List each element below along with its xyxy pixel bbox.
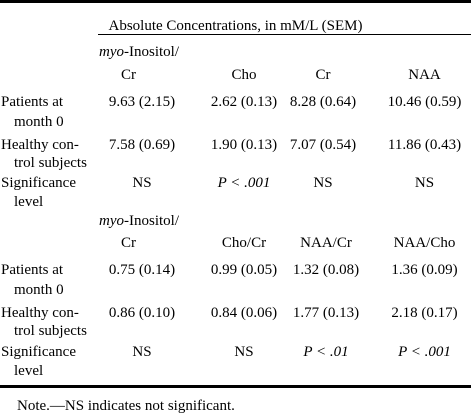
row-label-line1: Significance — [1, 344, 76, 360]
cell: NS — [414, 175, 435, 191]
header-cr-line2-2: Cr — [121, 235, 136, 251]
cell: NS — [313, 175, 333, 191]
row-label-line1: Healthy con- — [1, 137, 79, 153]
header-naa-cr: NAA/Cr — [300, 235, 352, 251]
cell: 8.28 (0.64) — [289, 94, 357, 110]
header-cr-line2: Cr — [121, 67, 136, 83]
header-myo-inositol-cr-2: myo-Inositol/ — [99, 213, 179, 229]
header-cr: Cr — [315, 67, 331, 83]
cell: 7.58 (0.69) — [108, 137, 176, 153]
row-label-line2: month 0 — [14, 114, 64, 130]
cell: P < .001 — [398, 344, 451, 360]
table-note: Note.—NS indicates not significant. — [17, 398, 235, 414]
header-cho-cr: Cho/Cr — [221, 235, 267, 251]
row-label-line2: level — [14, 194, 44, 210]
cell: P < .01 — [303, 344, 349, 360]
cell: 2.62 (0.13) — [210, 94, 278, 110]
cell: NS — [132, 344, 152, 360]
header-naa-cho: NAA/Cho — [393, 235, 456, 251]
table-top-rule — [0, 0, 471, 3]
cell: 0.99 (0.05) — [210, 262, 278, 278]
row-label-line2: month 0 — [14, 282, 64, 298]
row-label-line1: Significance — [1, 175, 76, 191]
cell: 11.86 (0.43) — [387, 137, 462, 153]
cell: 1.32 (0.08) — [292, 262, 360, 278]
cell: 0.75 (0.14) — [108, 262, 176, 278]
cell: 0.86 (0.10) — [108, 305, 176, 321]
cell: 9.63 (2.15) — [108, 94, 176, 110]
row-label-line1: Patients at — [1, 262, 64, 278]
caption-underline — [98, 34, 471, 35]
row-label-line2: level — [14, 363, 44, 379]
cell: 7.07 (0.54) — [289, 137, 357, 153]
cell: 1.36 (0.09) — [391, 262, 458, 278]
cell: 2.18 (0.17) — [391, 305, 458, 321]
row-label-line2: trol subjects — [14, 323, 87, 339]
row-label-line1: Healthy con- — [1, 305, 79, 321]
cell: 1.90 (0.13) — [210, 137, 278, 153]
table-caption: Absolute Concentrations, in mM/L (SEM) — [108, 18, 363, 34]
cell: NS — [132, 175, 152, 191]
cell: P < .001 — [217, 175, 271, 191]
row-label-line1: Patients at — [1, 94, 64, 110]
cell: NS — [234, 344, 254, 360]
header-myo-inositol-cr: myo-Inositol/ — [99, 44, 179, 60]
table-bottom-rule — [0, 385, 471, 388]
header-naa: NAA — [408, 67, 441, 83]
cell: 0.84 (0.06) — [210, 305, 278, 321]
cell: 10.46 (0.59) — [387, 94, 462, 110]
row-label-line2: trol subjects — [14, 155, 87, 171]
cell: 1.77 (0.13) — [292, 305, 360, 321]
header-cho: Cho — [231, 67, 257, 83]
